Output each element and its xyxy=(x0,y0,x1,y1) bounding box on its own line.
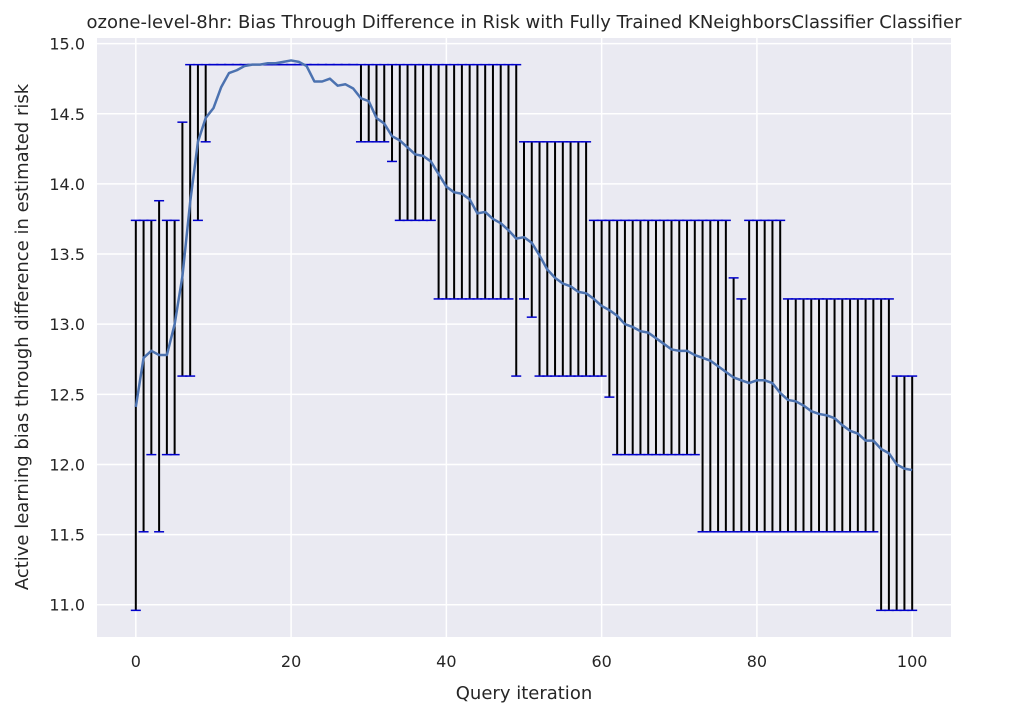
x-tick-label: 40 xyxy=(436,652,456,671)
y-tick-label: 14.5 xyxy=(49,105,85,124)
x-tick-label: 60 xyxy=(591,652,611,671)
y-tick-label: 14.0 xyxy=(49,175,85,194)
y-tick-label: 11.5 xyxy=(49,526,85,545)
y-tick-label: 12.5 xyxy=(49,385,85,404)
y-tick-label: 13.5 xyxy=(49,245,85,264)
y-tick-labels: 11.0 11.5 12.0 12.5 13.0 13.5 14.0 14.5 15.0 xyxy=(49,35,85,615)
x-tick-label: 100 xyxy=(897,652,928,671)
chart-title: ozone-level-8hr: Bias Through Difference… xyxy=(87,12,963,33)
y-tick-label: 12.0 xyxy=(49,455,85,474)
y-tick-label: 13.0 xyxy=(49,315,85,334)
series-line xyxy=(134,59,913,472)
x-tick-labels: 0 20 40 60 80 100 xyxy=(131,652,928,671)
x-tick-label: 0 xyxy=(131,652,141,671)
x-axis-label: Query iteration xyxy=(456,683,592,704)
plot-background xyxy=(97,38,951,637)
y-tick-label: 11.0 xyxy=(49,596,85,615)
y-axis-label: Active learning bias through difference … xyxy=(12,83,33,590)
y-tick-label: 15.0 xyxy=(49,35,85,54)
x-tick-label: 80 xyxy=(747,652,767,671)
series xyxy=(134,59,913,472)
x-tick-label: 20 xyxy=(281,652,301,671)
